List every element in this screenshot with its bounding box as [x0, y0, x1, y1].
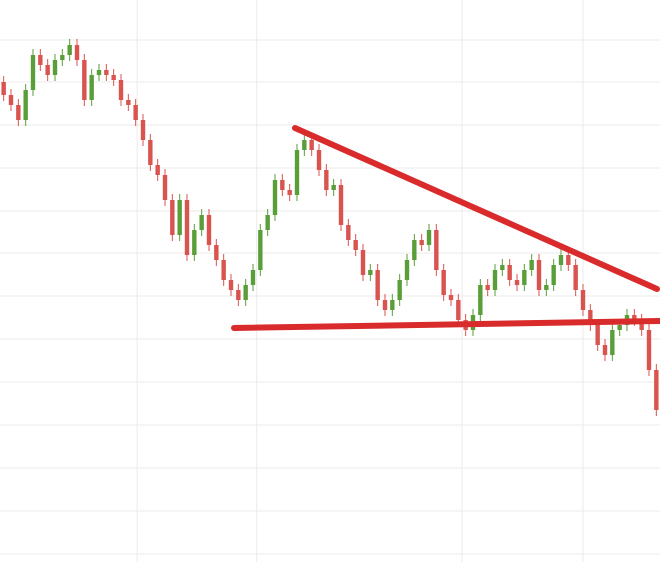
candle-body — [294, 150, 300, 195]
candle-body — [126, 100, 131, 105]
candle-body — [558, 255, 564, 265]
candle-body — [324, 170, 329, 190]
candle-body — [412, 240, 417, 260]
candle-body — [610, 330, 615, 355]
candle-body — [272, 180, 278, 215]
candles — [1, 39, 659, 416]
trendlines — [231, 125, 660, 331]
resistance-trendline — [292, 125, 660, 292]
candle-body — [67, 45, 72, 55]
candle-body — [375, 270, 380, 300]
candle-body — [148, 140, 153, 165]
candle-body — [514, 280, 520, 285]
candle-body — [390, 300, 395, 310]
candle-body — [96, 70, 102, 75]
candle-body — [639, 320, 644, 330]
candle-body — [177, 200, 182, 235]
candle-body — [404, 260, 410, 280]
candle-body — [573, 265, 578, 290]
candle-body — [8, 95, 14, 105]
candle-body — [602, 345, 608, 355]
candle-body — [250, 270, 256, 285]
candle-body — [23, 90, 28, 120]
support-trendline — [231, 318, 660, 331]
candle-body — [280, 180, 285, 190]
candle-body — [360, 250, 366, 275]
candle-body — [434, 230, 439, 270]
candle-body — [133, 105, 138, 120]
candle-body — [206, 215, 212, 245]
candle-body — [170, 200, 175, 235]
candle-body — [184, 200, 190, 255]
candle-body — [595, 325, 600, 345]
candle-body — [52, 60, 58, 75]
candle-body — [38, 55, 43, 65]
candle-body — [243, 285, 248, 300]
candle-body — [199, 215, 204, 230]
candle-body — [111, 75, 116, 80]
candle-body — [419, 240, 424, 245]
candle-body — [228, 280, 234, 290]
candle-body — [45, 65, 50, 75]
candle-body — [529, 260, 534, 270]
candle-body — [309, 140, 314, 150]
candle-body — [544, 285, 549, 290]
candle-body — [82, 60, 87, 100]
candle-body — [588, 310, 593, 325]
candle-body — [448, 295, 454, 300]
candle-body — [632, 315, 637, 320]
candle-body — [214, 245, 219, 260]
candle-body — [580, 290, 586, 310]
candle-body — [551, 265, 556, 285]
candle-body — [155, 165, 160, 175]
candle-body — [536, 260, 542, 290]
candle-body — [16, 105, 21, 120]
candle-body — [441, 270, 446, 295]
candle-body — [617, 325, 622, 330]
candle-body — [426, 230, 432, 245]
candle-body — [353, 240, 358, 250]
candle-body — [258, 230, 263, 270]
candle-body — [507, 265, 512, 280]
candle-body — [456, 300, 461, 320]
candle-body — [89, 75, 94, 100]
candle-body — [485, 285, 490, 290]
candle-body — [368, 270, 373, 275]
candle-body — [397, 280, 402, 300]
candle-body — [221, 260, 226, 280]
candle-body — [492, 270, 498, 290]
candle-body — [646, 330, 652, 370]
candle-body — [500, 265, 505, 270]
candle-body — [162, 175, 168, 200]
candle-body — [316, 150, 322, 170]
candle-body — [382, 300, 388, 310]
candle-body — [265, 215, 270, 230]
candle-body — [522, 270, 527, 285]
candle-body — [104, 70, 109, 75]
candle-body — [346, 225, 351, 240]
candle-body — [302, 140, 307, 150]
candle-body — [140, 120, 146, 140]
candle-body — [74, 45, 80, 60]
candle-body — [478, 285, 483, 315]
candle-body — [566, 255, 571, 265]
candle-body — [1, 82, 6, 95]
candle-body — [192, 230, 197, 255]
candle-body — [118, 80, 124, 100]
candle-body — [331, 185, 336, 190]
candle-body — [338, 185, 344, 225]
candle-body — [236, 290, 241, 300]
candle-body — [654, 370, 659, 410]
candle-body — [287, 190, 292, 195]
candle-body — [30, 55, 36, 90]
candle-body — [60, 55, 65, 60]
